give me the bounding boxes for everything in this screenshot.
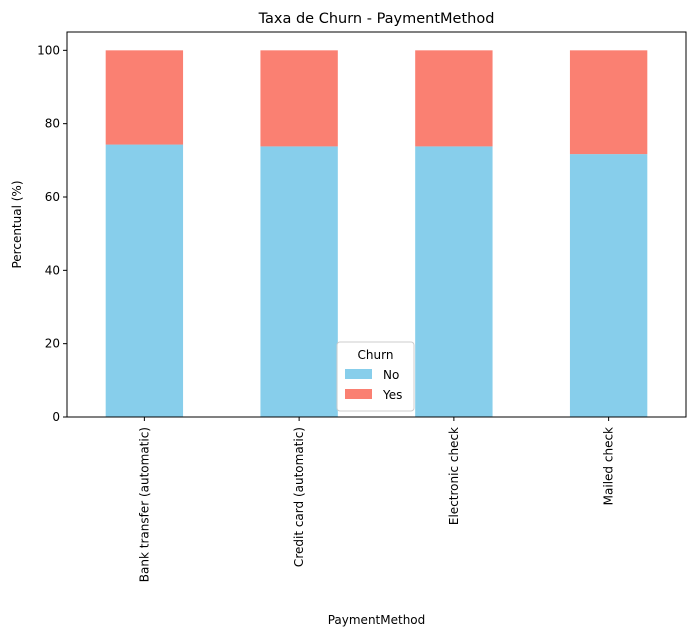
bar-no-3 (569, 154, 648, 417)
legend-swatch-no (345, 369, 372, 379)
bar-no-2 (415, 146, 493, 417)
legend-title: Churn (358, 348, 394, 362)
y-tick-label-4: 80 (45, 117, 60, 131)
x-axis-label: PaymentMethod (328, 613, 426, 627)
bars-group (105, 50, 648, 418)
bar-no-1 (260, 146, 338, 417)
x-tick-label-1: Credit card (automatic) (292, 427, 306, 567)
y-axis: 0 20 40 60 80 100 (37, 43, 67, 424)
bar-no-0 (105, 144, 184, 418)
bar-yes-2 (415, 50, 493, 147)
x-tick-label-0: Bank transfer (automatic) (137, 427, 151, 582)
y-tick-label-0: 0 (52, 410, 60, 424)
y-tick-label-3: 60 (45, 190, 60, 204)
y-tick-label-1: 20 (45, 337, 60, 351)
legend-items: No Yes (345, 368, 402, 402)
plot-frame (66, 31, 687, 418)
bar-yes-1 (260, 50, 338, 147)
legend-label-yes: Yes (382, 388, 402, 402)
y-tick-label-2: 40 (45, 263, 60, 277)
legend-swatch-yes (345, 389, 372, 399)
bar-yes-3 (569, 50, 648, 155)
y-tick-label-5: 100 (37, 43, 60, 57)
bar-yes-0 (105, 50, 184, 145)
legend: Churn No Yes (336, 341, 415, 412)
x-tick-label-2: Electronic check (447, 427, 461, 525)
x-axis: Bank transfer (automatic) Credit card (au… (137, 417, 616, 582)
legend-label-no: No (383, 368, 399, 382)
x-tick-label-3: Mailed check (602, 427, 616, 505)
y-axis-label: Percentual (%) (10, 180, 24, 268)
chart-title: Taxa de Churn - PaymentMethod (258, 11, 495, 27)
